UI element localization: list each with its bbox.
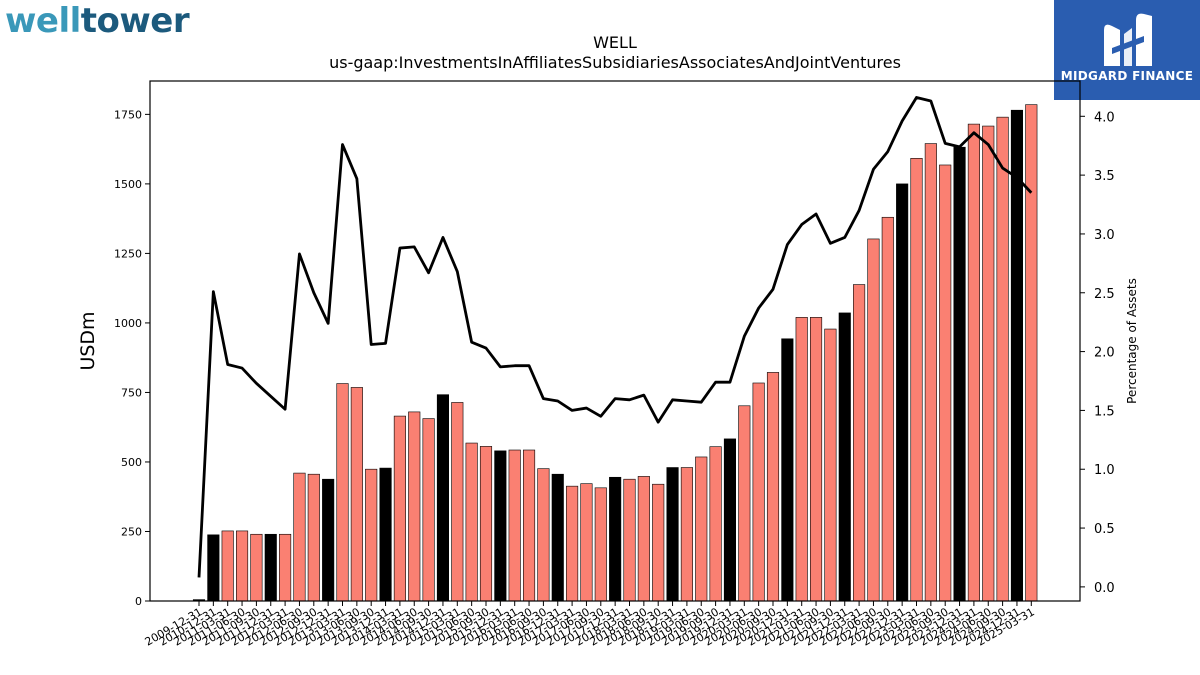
bar-2020-12-31: [781, 338, 794, 602]
chart-subtitle: us-gaap:InvestmentsInAffiliatesSubsidiar…: [329, 53, 901, 72]
y-tick-label-1250: 1250: [114, 247, 142, 260]
bar-2013-12-31: [379, 467, 392, 602]
bar-2021-06-30: [809, 317, 823, 602]
bar-2021-09-30: [824, 328, 837, 602]
bar-2021-12-31: [838, 312, 851, 602]
bar-2011-06-30: [236, 530, 249, 602]
bar-2012-06-30: [293, 472, 306, 602]
y-tick-label-1500: 1500: [114, 178, 142, 191]
bar-2015-06-30: [465, 442, 478, 602]
y2-tick-label-3: 3.0: [1094, 228, 1115, 243]
y2-axis-label: Percentage of Assets: [1125, 278, 1139, 404]
bar-2019-09-30: [709, 446, 722, 602]
bar-2023-03-31: [910, 158, 923, 602]
bar-2016-06-30: [522, 449, 536, 602]
bar-2011-03-31: [221, 530, 234, 602]
welltower-logo: welltower: [5, 1, 190, 41]
bar-2014-03-31: [393, 415, 406, 602]
bar-2022-12-31: [896, 183, 909, 602]
bar-2014-09-30: [422, 418, 435, 602]
bar-2019-06-30: [695, 456, 708, 602]
bar-2011-09-30: [250, 533, 263, 602]
y2-tick-label-2.5: 2.5: [1094, 287, 1115, 302]
bar-2015-03-31: [451, 402, 464, 602]
bar-2016-12-31: [551, 473, 564, 602]
bar-2018-12-31: [666, 467, 679, 602]
plot-frame: [149, 80, 1081, 602]
bar-2019-12-31: [723, 438, 737, 602]
bar-2013-06-30: [350, 387, 363, 602]
y-axis-label: USDm: [77, 311, 99, 370]
bar-2022-09-30: [881, 216, 894, 602]
bar-2012-03-31: [279, 533, 292, 602]
bar-2017-06-30: [580, 483, 593, 602]
bar-2022-03-31: [853, 284, 866, 602]
bar-2018-09-30: [652, 483, 665, 602]
bar-2020-06-30: [752, 382, 765, 602]
bar-2011-12-31: [264, 533, 277, 602]
bar-2017-09-30: [594, 487, 607, 602]
chart-title: WELL: [593, 33, 637, 52]
y2-tick-label-1.5: 1.5: [1094, 404, 1115, 419]
bar-2012-12-31: [322, 478, 335, 602]
bar-2017-12-31: [609, 476, 622, 602]
bar-2013-03-31: [336, 383, 349, 602]
y2-tick-label-1: 1.0: [1094, 463, 1115, 478]
bar-2021-03-31: [795, 317, 808, 602]
y2-tick-label-2: 2.0: [1094, 346, 1115, 361]
midgard-m-icon: [1104, 13, 1152, 67]
y-axis-ticks: 0 250 500 750 1000 1250 1500 1750: [114, 108, 150, 608]
bar-2017-03-31: [566, 485, 579, 602]
y2-tick-label-4: 4.0: [1094, 110, 1115, 125]
bar-2015-12-31: [494, 450, 507, 602]
y-tick-label-1750: 1750: [114, 108, 142, 121]
bar-2013-09-30: [365, 468, 378, 602]
bar-2020-03-31: [738, 405, 751, 602]
y2-tick-label-0.5: 0.5: [1094, 522, 1115, 537]
y-tick-label-750: 750: [121, 386, 142, 399]
bar-2010-12-31: [207, 534, 220, 602]
bar-2023-09-30: [939, 164, 952, 602]
bar-2012-09-30: [307, 473, 320, 602]
y-tick-label-0: 0: [135, 595, 142, 608]
bar-2024-12-31: [1010, 109, 1024, 602]
bar-2023-06-30: [924, 143, 937, 602]
bar-2018-03-31: [623, 478, 636, 602]
line-series: [197, 96, 1033, 578]
bar-2016-03-31: [508, 449, 521, 602]
logo-text-tower: tower: [80, 1, 190, 41]
bar-series: [192, 104, 1038, 602]
bar-2014-06-30: [408, 411, 421, 602]
x-axis-ticks: 2009-12-312010-12-312011-03-312011-06-30…: [143, 601, 1037, 649]
y-tick-label-250: 250: [121, 525, 142, 538]
y2-tick-label-3.5: 3.5: [1094, 169, 1115, 184]
y-tick-label-500: 500: [121, 456, 142, 469]
bar-2025-03-31: [1025, 104, 1038, 602]
logo-text-well: well: [5, 1, 81, 41]
y2-axis-ticks: 0.0 0.5 1.0 1.5 2.0 2.5 3.0 3.5 4.0: [1080, 110, 1115, 596]
percentage-of-assets-line: [197, 96, 1033, 578]
bar-2018-06-30: [637, 476, 650, 602]
bar-2015-09-30: [479, 446, 493, 602]
bar-2022-06-30: [867, 238, 880, 602]
midgard-finance-logo: MIDGARD FINANCE: [1054, 0, 1200, 100]
bar-2023-12-31: [953, 146, 966, 602]
bar-2024-06-30: [982, 125, 995, 602]
y2-tick-label-0: 0.0: [1094, 581, 1115, 596]
bar-2019-03-31: [680, 467, 693, 602]
y-tick-label-1000: 1000: [114, 317, 142, 330]
bar-2014-12-31: [436, 394, 450, 602]
bar-2024-09-30: [996, 116, 1009, 602]
bar-2024-03-31: [967, 123, 980, 602]
bar-2020-09-30: [766, 372, 780, 602]
midgard-finance-name: MIDGARD FINANCE: [1060, 69, 1194, 83]
bar-2016-09-30: [537, 468, 550, 602]
